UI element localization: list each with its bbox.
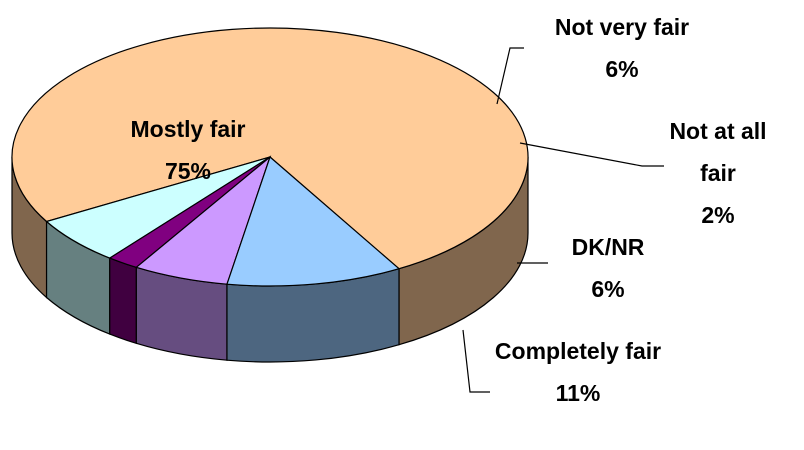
value-label: 11% (555, 380, 601, 406)
category-label: Mostly fair (130, 116, 246, 142)
slice-label: Not very fair 6% (522, 6, 722, 90)
slice-label: Mostly fair 75% (88, 108, 288, 192)
leader-line (496, 47, 524, 105)
value-label: 75% (164, 158, 212, 184)
slice-label: Completely fair 11% (491, 330, 666, 414)
category-label: DK/NR (571, 234, 645, 260)
category-label: Not very fair (554, 14, 690, 40)
category-label: Completely fair (494, 338, 662, 364)
slice-label: DK/NR 6% (538, 226, 678, 310)
category-label: Not at all fair (669, 118, 767, 186)
pie-slice (11, 27, 529, 270)
value-label: 6% (591, 276, 625, 302)
value-label: 6% (605, 56, 639, 82)
leader-line (519, 142, 664, 167)
leader-lines (462, 47, 664, 393)
pie-slice (226, 155, 401, 287)
pie-side (109, 257, 137, 345)
value-label: 2% (701, 202, 735, 228)
leader-line (462, 329, 490, 393)
slice-label: Not at all fair 2% (653, 110, 783, 236)
